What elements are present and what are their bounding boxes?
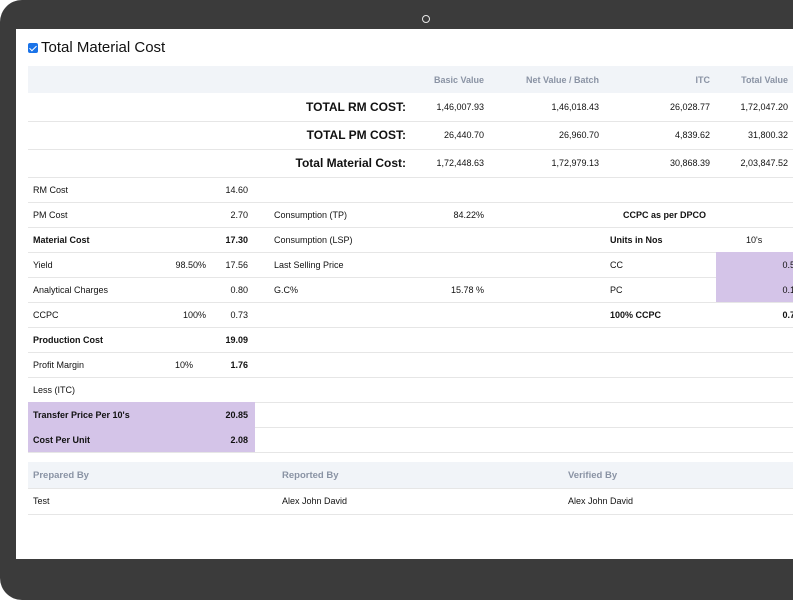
- cost-pct: [158, 277, 206, 302]
- middle-label: G.C%: [274, 284, 299, 295]
- cost-value: [208, 377, 248, 402]
- section-title: Total Material Cost: [41, 39, 166, 56]
- cost-pct: 98.50%: [175, 259, 206, 270]
- cost-value: 17.56: [225, 259, 248, 270]
- cost-value: 17.30: [225, 234, 248, 245]
- cost-value: 2.70: [230, 209, 248, 220]
- cost-label: Cost Per Unit: [33, 434, 91, 445]
- table-row: Cost Per Unit 2.08: [28, 427, 793, 453]
- summary-label: Total Material Cost:: [295, 156, 406, 170]
- dpco-label: 100% CCPC: [610, 309, 662, 320]
- summary-total: 2,03,847.52: [740, 158, 788, 168]
- cost-value: 0.80: [230, 284, 248, 295]
- cost-pct: 10%: [174, 359, 193, 370]
- summary-basic: 26,440.70: [443, 130, 484, 140]
- dpco-label: PC: [610, 284, 623, 295]
- cost-label: RM Cost: [33, 184, 69, 195]
- cost-pct: [158, 327, 206, 352]
- summary-net: 1,46,018.43: [551, 102, 599, 112]
- prepared-by-value: Test: [33, 496, 50, 506]
- middle-label: Consumption (TP): [274, 209, 348, 220]
- summary-net: 26,960.70: [558, 130, 599, 140]
- cost-label: Transfer Price Per 10's: [33, 409, 130, 420]
- dpco-value: 10's: [746, 234, 763, 245]
- screen: Total Material Cost Basic Value Net Valu…: [16, 29, 793, 559]
- header-total-value: Total Value: [741, 74, 788, 85]
- cost-value: 19.09: [225, 334, 248, 345]
- table-row: PM Cost 2.70 Consumption (TP) 84.22% CCP…: [28, 202, 793, 228]
- cost-value: 0.73: [230, 309, 248, 320]
- highlight: [28, 402, 255, 427]
- verified-by-label: Verified By: [568, 469, 618, 481]
- table-row: Total Material Cost: 1,72,448.63 1,72,97…: [28, 149, 793, 178]
- table-row: Profit Margin 10% 1.76: [28, 352, 793, 378]
- signature-value-row: Test Alex John David Alex John David: [28, 488, 793, 515]
- cost-label: PM Cost: [33, 209, 68, 220]
- cost-label: CCPC: [33, 309, 59, 320]
- middle-value: [418, 252, 484, 277]
- cost-pct: [158, 227, 206, 252]
- cost-label: Less (ITC): [33, 384, 76, 395]
- prepared-by-label: Prepared By: [33, 469, 89, 481]
- summary-basic: 1,72,448.63: [436, 158, 484, 168]
- table-row: Less (ITC): [28, 377, 793, 403]
- cost-label: Material Cost: [33, 234, 90, 245]
- highlight: [28, 427, 255, 452]
- dpco-label: CC: [610, 259, 623, 270]
- reported-by-label: Reported By: [282, 469, 339, 481]
- cost-label: Yield: [33, 259, 53, 270]
- header-basic-value: Basic Value: [433, 74, 484, 85]
- dpco-label: CCPC as per DPCO: [623, 209, 707, 220]
- dpco-label: Units in Nos: [610, 234, 663, 245]
- cost-pct: [158, 177, 206, 202]
- cost-value: 2.08: [230, 434, 248, 445]
- table-row: Yield 98.50% 17.56 Last Selling Price CC…: [28, 252, 793, 278]
- summary-header-row: Basic Value Net Value / Batch ITC Total …: [28, 66, 793, 93]
- table-row: Material Cost 17.30 Consumption (LSP) Un…: [28, 227, 793, 253]
- table-row: Analytical Charges 0.80 G.C% 15.78 % PC …: [28, 277, 793, 303]
- cost-value: 1.76: [230, 359, 248, 370]
- cost-value: 14.60: [225, 184, 248, 195]
- summary-itc: 30,868.39: [669, 158, 710, 168]
- dpco-value: 0.19: [716, 277, 793, 302]
- summary-total: 31,800.32: [747, 130, 788, 140]
- cost-pct: [158, 202, 206, 227]
- cost-label: Production Cost: [33, 334, 103, 345]
- table-row: TOTAL PM COST: 26,440.70 26,960.70 4,839…: [28, 121, 793, 150]
- summary-basic: 1,46,007.93: [436, 102, 484, 112]
- table-row: Production Cost 19.09: [28, 327, 793, 353]
- cost-value: 20.85: [225, 409, 248, 420]
- signature-header-row: Prepared By Reported By Verified By: [28, 462, 793, 489]
- cost-pct: 100%: [182, 309, 206, 320]
- summary-label: TOTAL RM COST:: [306, 100, 406, 114]
- middle-value: 84.22%: [453, 209, 484, 220]
- camera-icon: [422, 15, 430, 23]
- summary-itc: 26,028.77: [669, 102, 710, 112]
- middle-value: 15.78 %: [450, 284, 484, 295]
- summary-itc: 4,839.62: [674, 130, 710, 140]
- header-itc: ITC: [695, 74, 711, 85]
- cost-label: Profit Margin: [33, 359, 85, 370]
- table-row: RM Cost 14.60: [28, 177, 793, 203]
- header-net-value-batch: Net Value / Batch: [525, 74, 599, 85]
- section-checkbox[interactable]: [28, 42, 38, 53]
- cost-label: Analytical Charges: [33, 284, 109, 295]
- table-row: TOTAL RM COST: 1,46,007.93 1,46,018.43 2…: [28, 93, 793, 122]
- section-header: Total Material Cost: [28, 39, 165, 56]
- summary-net: 1,72,979.13: [551, 158, 599, 168]
- reported-by-value: Alex John David: [282, 496, 348, 506]
- dpco-value: 0.54: [716, 252, 793, 277]
- verified-by-value: Alex John David: [568, 496, 634, 506]
- middle-label: Consumption (LSP): [274, 234, 353, 245]
- summary-label: TOTAL PM COST:: [306, 128, 406, 142]
- dpco-value: 0.73: [782, 309, 793, 320]
- middle-label: Last Selling Price: [274, 259, 344, 270]
- table-row: CCPC 100% 0.73 100% CCPC 0.73: [28, 302, 793, 328]
- summary-total: 1,72,047.20: [740, 102, 788, 112]
- middle-value: [418, 227, 484, 252]
- table-row: Transfer Price Per 10's 20.85: [28, 402, 793, 428]
- laptop-bezel: Total Material Cost Basic Value Net Valu…: [0, 0, 793, 539]
